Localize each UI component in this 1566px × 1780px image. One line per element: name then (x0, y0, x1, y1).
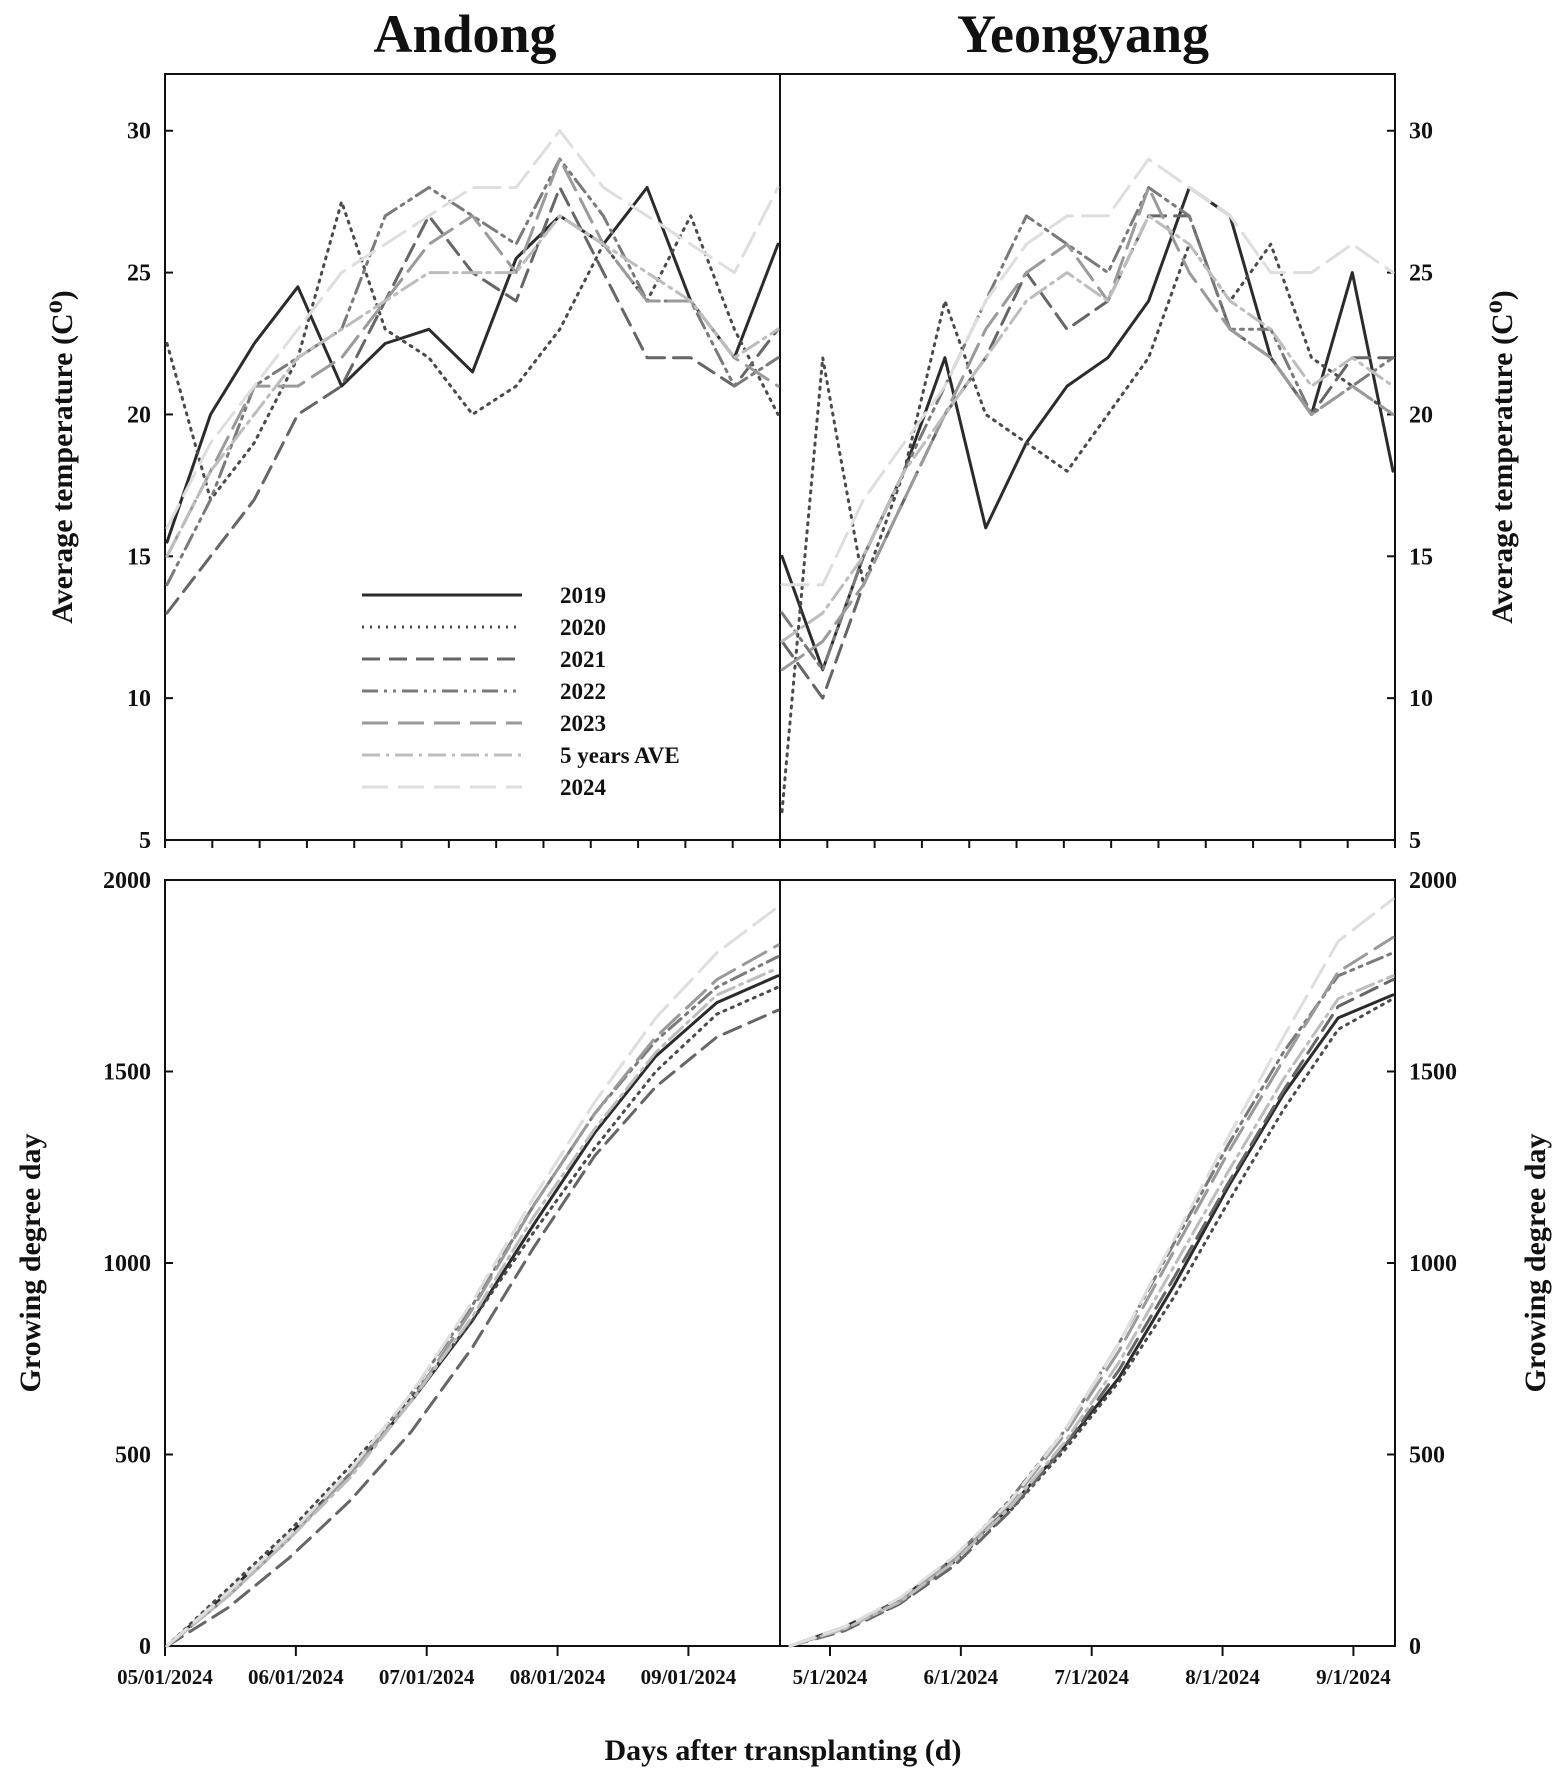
gdd-x-tick-label: 9/1/2024 (1316, 1665, 1391, 1689)
gdd-x-tick-label: 08/01/2024 (510, 1665, 606, 1689)
gdd-y-left-tick-label: 1500 (103, 1060, 151, 1086)
yeongyang-temp-series-2024 (780, 157, 1395, 587)
temp-y-right-tick-label: 10 (1409, 686, 1433, 712)
temp-y-left-tick-label: 5 (139, 828, 151, 854)
yeongyang-gdd-series-2020 (788, 997, 1395, 1648)
gdd-x-tick-label: 06/01/2024 (248, 1665, 344, 1689)
yeongyang-temp-series-2020 (780, 242, 1395, 814)
ylabel-gdd-left: Growing degree day (14, 1134, 47, 1393)
temp-y-right-tick-label: 30 (1409, 119, 1433, 145)
ylabel-gdd-right: Growing degree day (1519, 1134, 1552, 1393)
title-yeongyang: Yeongyang (957, 4, 1209, 64)
andong-gdd-series-2023 (165, 943, 780, 1648)
ylabel-temp-left: Average temperature (C⁰) (46, 290, 79, 624)
temp-y-left-tick-label: 15 (127, 544, 151, 570)
gdd-x-tick-label: 6/1/2024 (924, 1665, 999, 1689)
gdd-y-right-tick-label: 1500 (1409, 1060, 1457, 1086)
gdd-x-tick-label: 7/1/2024 (1054, 1665, 1129, 1689)
gdd-y-right-tick-label: 1000 (1409, 1251, 1457, 1277)
gdd-x-tick-label: 07/01/2024 (379, 1665, 475, 1689)
xlabel: Days after transplanting (d) (605, 1734, 962, 1767)
andong-temp-series-2020 (165, 200, 780, 502)
gdd-y-right-tick-label: 0 (1409, 1634, 1421, 1660)
legend-label: 2020 (560, 615, 606, 640)
temp-y-right-tick-label: 15 (1409, 544, 1433, 570)
yeongyang-temp-series-2022 (780, 186, 1395, 672)
andong-temp-series-2021 (165, 186, 780, 615)
andong-gdd-series-2024 (165, 905, 780, 1648)
gdd-y-right-tick-label: 500 (1409, 1443, 1445, 1469)
gdd-y-left-tick-label: 500 (115, 1443, 151, 1469)
andong-gdd-series-2021 (165, 1008, 780, 1648)
andong-temp-series-2024 (165, 129, 780, 530)
andong-temp-series-5-years-ave (165, 214, 780, 558)
yeongyang-gdd-series-2022 (788, 951, 1395, 1648)
temp-y-left-tick-label: 20 (127, 402, 151, 428)
gdd-x-tick-label: 05/01/2024 (117, 1665, 213, 1689)
andong-temp-series-2023 (165, 157, 780, 558)
temp-y-left-tick-label: 25 (127, 261, 151, 287)
legend-label: 2023 (560, 711, 606, 736)
legend-label: 2022 (560, 679, 606, 704)
gdd-x-tick-label: 09/01/2024 (641, 1665, 737, 1689)
gdd-y-left-tick-label: 2000 (103, 868, 151, 894)
title-andong: Andong (373, 4, 556, 64)
legend-label: 2021 (560, 647, 606, 672)
legend-label: 2019 (560, 583, 606, 608)
andong-temp-series-2019 (165, 186, 780, 544)
yeongyang-gdd-series-2024 (788, 897, 1395, 1648)
ylabel-temp-right: Average temperature (C⁰) (1486, 290, 1519, 624)
andong-gdd-series-5-years-ave (165, 966, 780, 1648)
yeongyang-temp-series-5-years-ave (780, 214, 1395, 643)
gdd-y-left-tick-label: 0 (139, 1634, 151, 1660)
gdd-x-tick-label: 8/1/2024 (1185, 1665, 1260, 1689)
legend-label: 5 years AVE (560, 743, 680, 768)
gdd-y-right-tick-label: 2000 (1409, 868, 1457, 894)
yeongyang-gdd-series-2023 (788, 935, 1395, 1648)
gdd-y-left-tick-label: 1000 (103, 1251, 151, 1277)
temp-y-left-tick-label: 10 (127, 686, 151, 712)
temp-y-right-tick-label: 25 (1409, 261, 1433, 287)
temp-y-right-tick-label: 5 (1409, 828, 1421, 854)
yeongyang-gdd-series-2019 (788, 993, 1395, 1648)
temp-y-left-tick-label: 30 (127, 119, 151, 145)
andong-gdd-series-2020 (165, 985, 780, 1648)
legend-label: 2024 (560, 775, 607, 800)
temp-y-right-tick-label: 20 (1409, 402, 1433, 428)
yeongyang-gdd-series-5-years-ave (788, 974, 1395, 1648)
yeongyang-temp-series-2023 (780, 186, 1395, 672)
yeongyang-gdd-series-2021 (788, 978, 1395, 1648)
gdd-x-tick-label: 5/1/2024 (793, 1665, 868, 1689)
